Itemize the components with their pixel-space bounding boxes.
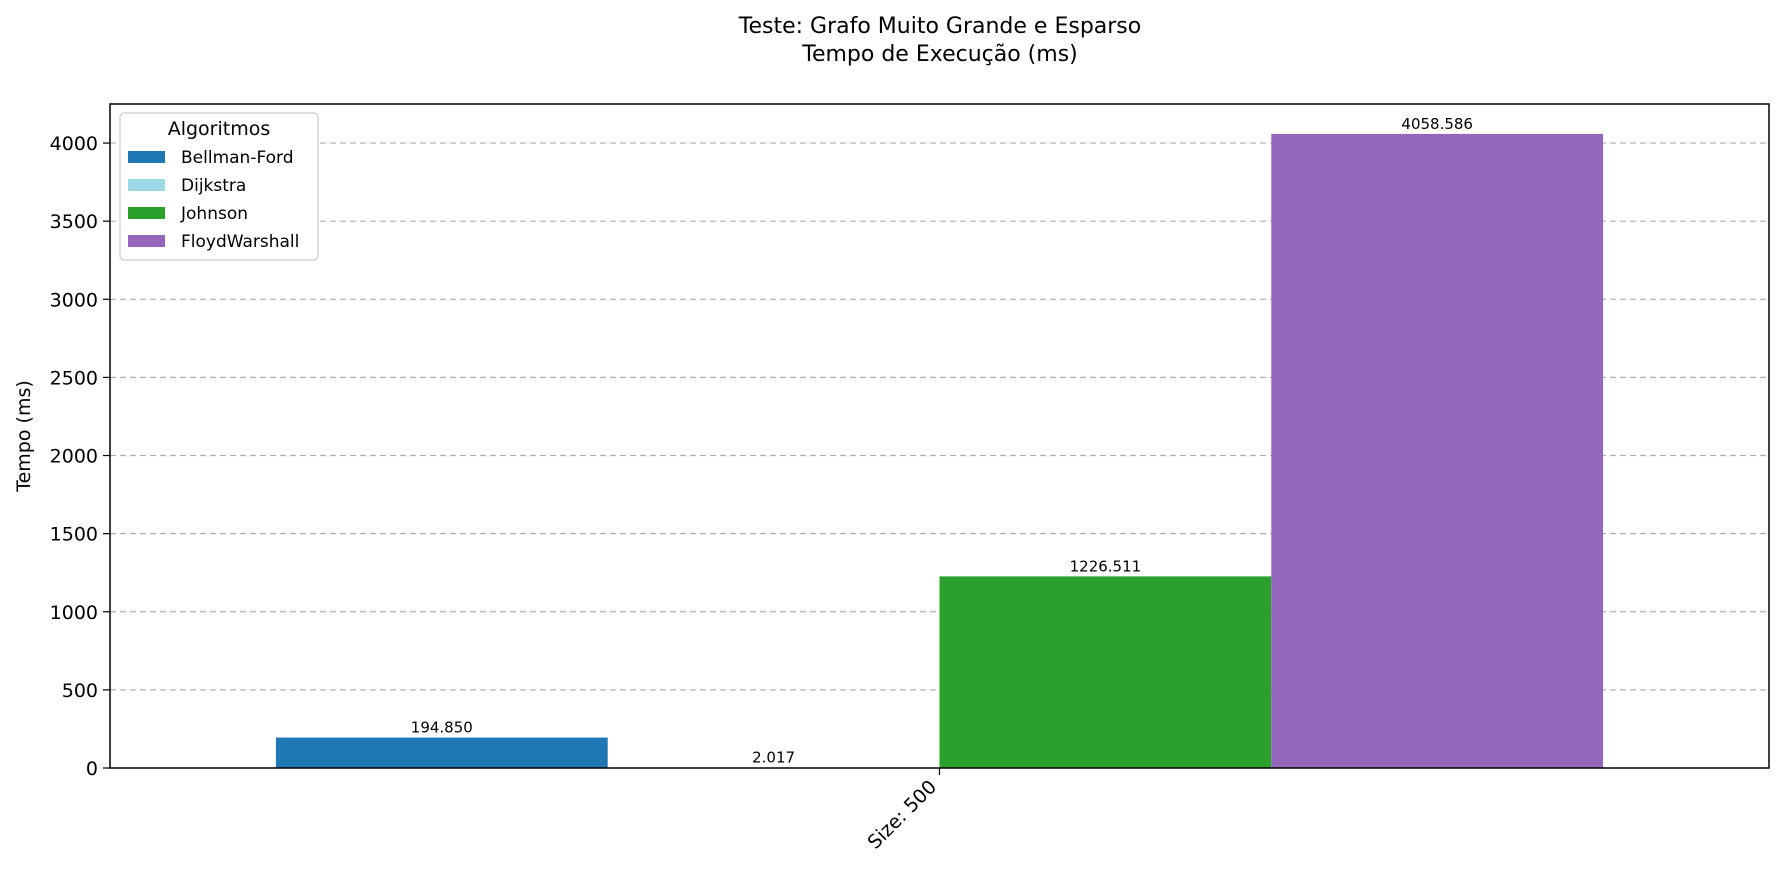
legend-label-dijkstra: Dijkstra bbox=[181, 176, 246, 196]
bar-floydwarshall bbox=[1271, 133, 1604, 768]
legend-label-bellman-ford: Bellman-Ford bbox=[181, 148, 294, 168]
data-label-dijkstra: 2.017 bbox=[752, 749, 795, 767]
y-axis-label: Tempo (ms) bbox=[13, 380, 35, 493]
chart-title-line2: Tempo de Execução (ms) bbox=[801, 42, 1077, 67]
legend: Algoritmos Bellman-Ford Dijkstra Johnson Fl… bbox=[119, 112, 319, 261]
y-tick-label: 1500 bbox=[50, 524, 98, 546]
legend-label-floydwarshall: FloydWarshall bbox=[181, 232, 299, 252]
y-axis: 0 500 1000 1500 2000 2500 3000 3500 4000 bbox=[50, 133, 110, 780]
y-tick-label: 3000 bbox=[50, 289, 98, 311]
bar-johnson bbox=[939, 576, 1272, 768]
legend-swatch-dijkstra bbox=[128, 179, 165, 191]
y-tick-label: 4000 bbox=[50, 133, 98, 155]
bar-bellman-ford bbox=[275, 737, 608, 768]
legend-swatch-johnson bbox=[128, 207, 165, 219]
data-label-johnson: 1226.511 bbox=[1070, 557, 1142, 575]
data-label-floydwarshall: 4058.586 bbox=[1401, 115, 1473, 133]
data-label-bellman-ford: 194.850 bbox=[411, 719, 473, 737]
legend-swatch-floydwarshall bbox=[128, 235, 165, 247]
x-axis: Size: 500 bbox=[863, 768, 941, 854]
y-tick-label: 1000 bbox=[50, 602, 98, 624]
chart-title-line1: Teste: Grafo Muito Grande e Esparso bbox=[738, 14, 1141, 39]
legend-box bbox=[119, 112, 319, 261]
x-tick-label: Size: 500 bbox=[863, 776, 941, 854]
y-tick-label: 500 bbox=[62, 680, 98, 702]
y-tick-label: 2500 bbox=[50, 367, 98, 389]
data-labels: 194.850 2.017 1226.511 4058.586 bbox=[411, 115, 1473, 767]
y-tick-label: 3500 bbox=[50, 211, 98, 233]
y-tick-label: 0 bbox=[86, 758, 98, 780]
legend-swatch-bellman-ford bbox=[128, 151, 165, 163]
legend-label-johnson: Johnson bbox=[180, 204, 248, 224]
bars bbox=[275, 133, 1604, 768]
y-tick-label: 2000 bbox=[50, 446, 98, 468]
legend-title: Algoritmos bbox=[168, 118, 271, 140]
